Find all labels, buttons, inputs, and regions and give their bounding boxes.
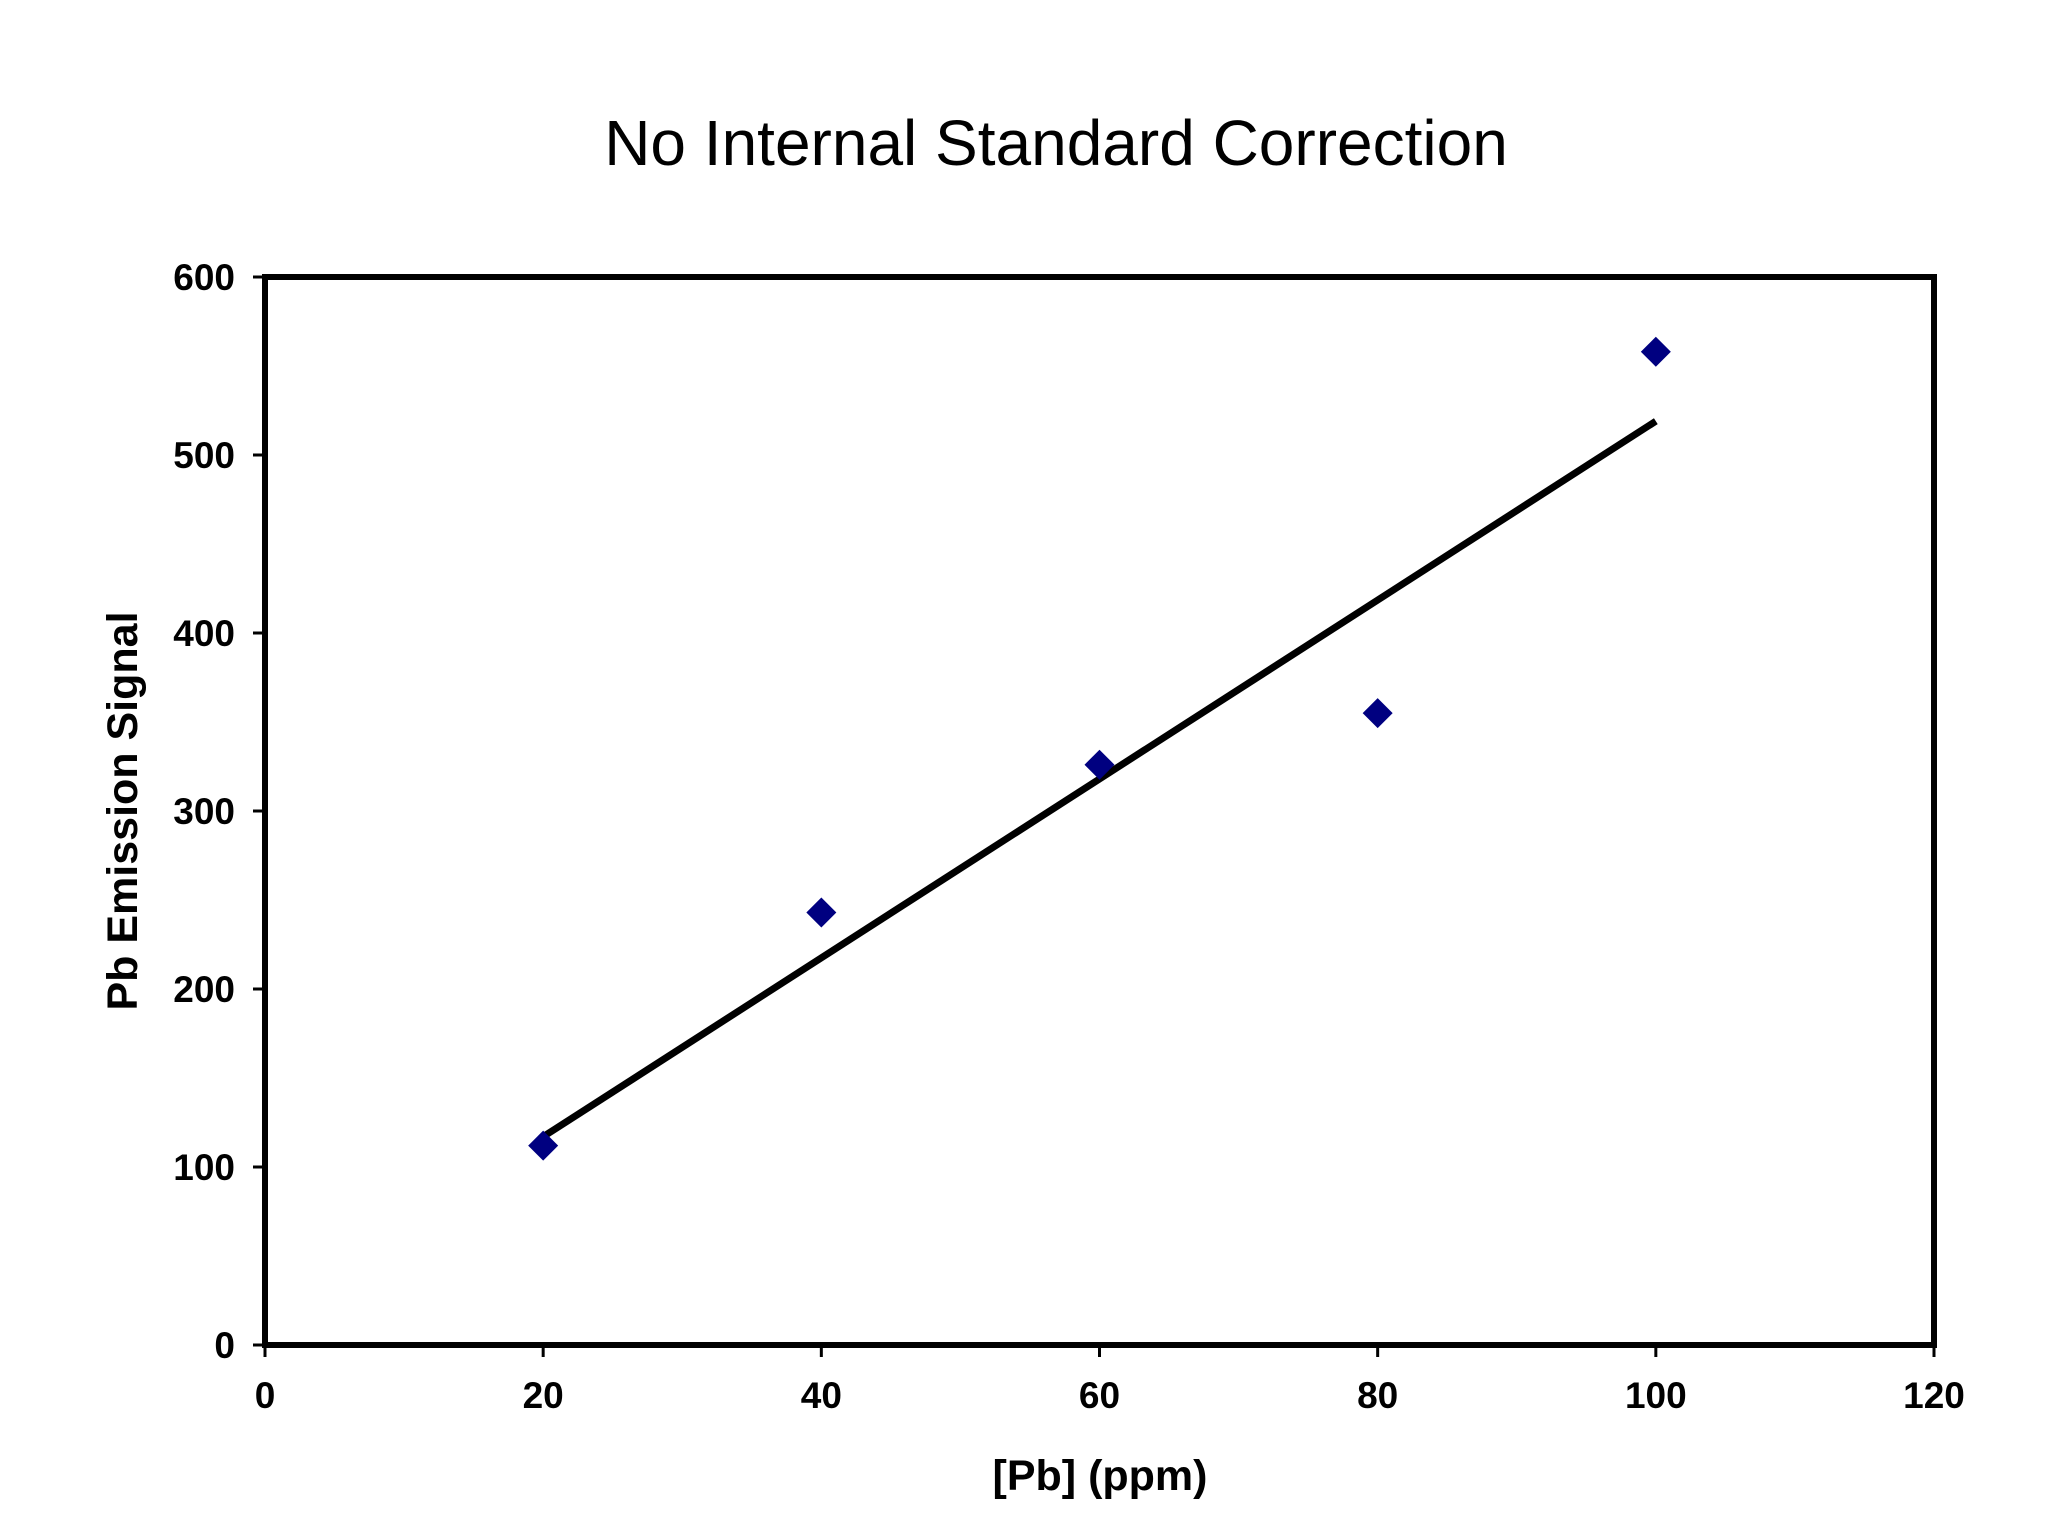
x-tick-label: 0 bbox=[255, 1375, 276, 1416]
y-tick-label: 400 bbox=[173, 613, 235, 654]
x-tick-label: 100 bbox=[1625, 1375, 1687, 1416]
data-point-diamond bbox=[1362, 698, 1393, 729]
x-tick-label: 20 bbox=[523, 1375, 564, 1416]
data-point-diamond bbox=[1084, 749, 1115, 780]
y-tick-label: 0 bbox=[214, 1325, 235, 1366]
x-axis-ticks: 0 20 40 60 80 100 120 bbox=[255, 1345, 1965, 1416]
y-tick-label: 200 bbox=[173, 969, 235, 1010]
y-axis-ticks: 0 100 200 300 400 500 600 bbox=[173, 257, 265, 1366]
y-tick-label: 300 bbox=[173, 791, 235, 832]
y-tick-label: 600 bbox=[173, 257, 235, 298]
x-tick-label: 120 bbox=[1903, 1375, 1965, 1416]
y-tick-label: 100 bbox=[173, 1147, 235, 1188]
y-axis-label: Pb Emission Signal bbox=[99, 611, 147, 1010]
plot-frame bbox=[262, 274, 1937, 1348]
x-tick-label: 80 bbox=[1357, 1375, 1398, 1416]
data-points bbox=[528, 336, 1671, 1161]
data-point-diamond bbox=[1640, 336, 1671, 367]
data-point-diamond bbox=[806, 897, 837, 928]
x-tick-label: 40 bbox=[801, 1375, 842, 1416]
y-tick-label: 500 bbox=[173, 435, 235, 476]
x-axis-label: [Pb] (ppm) bbox=[993, 1452, 1208, 1500]
chart-title: No Internal Standard Correction bbox=[604, 107, 1508, 179]
x-tick-label: 60 bbox=[1079, 1375, 1120, 1416]
data-point-diamond bbox=[528, 1130, 559, 1161]
